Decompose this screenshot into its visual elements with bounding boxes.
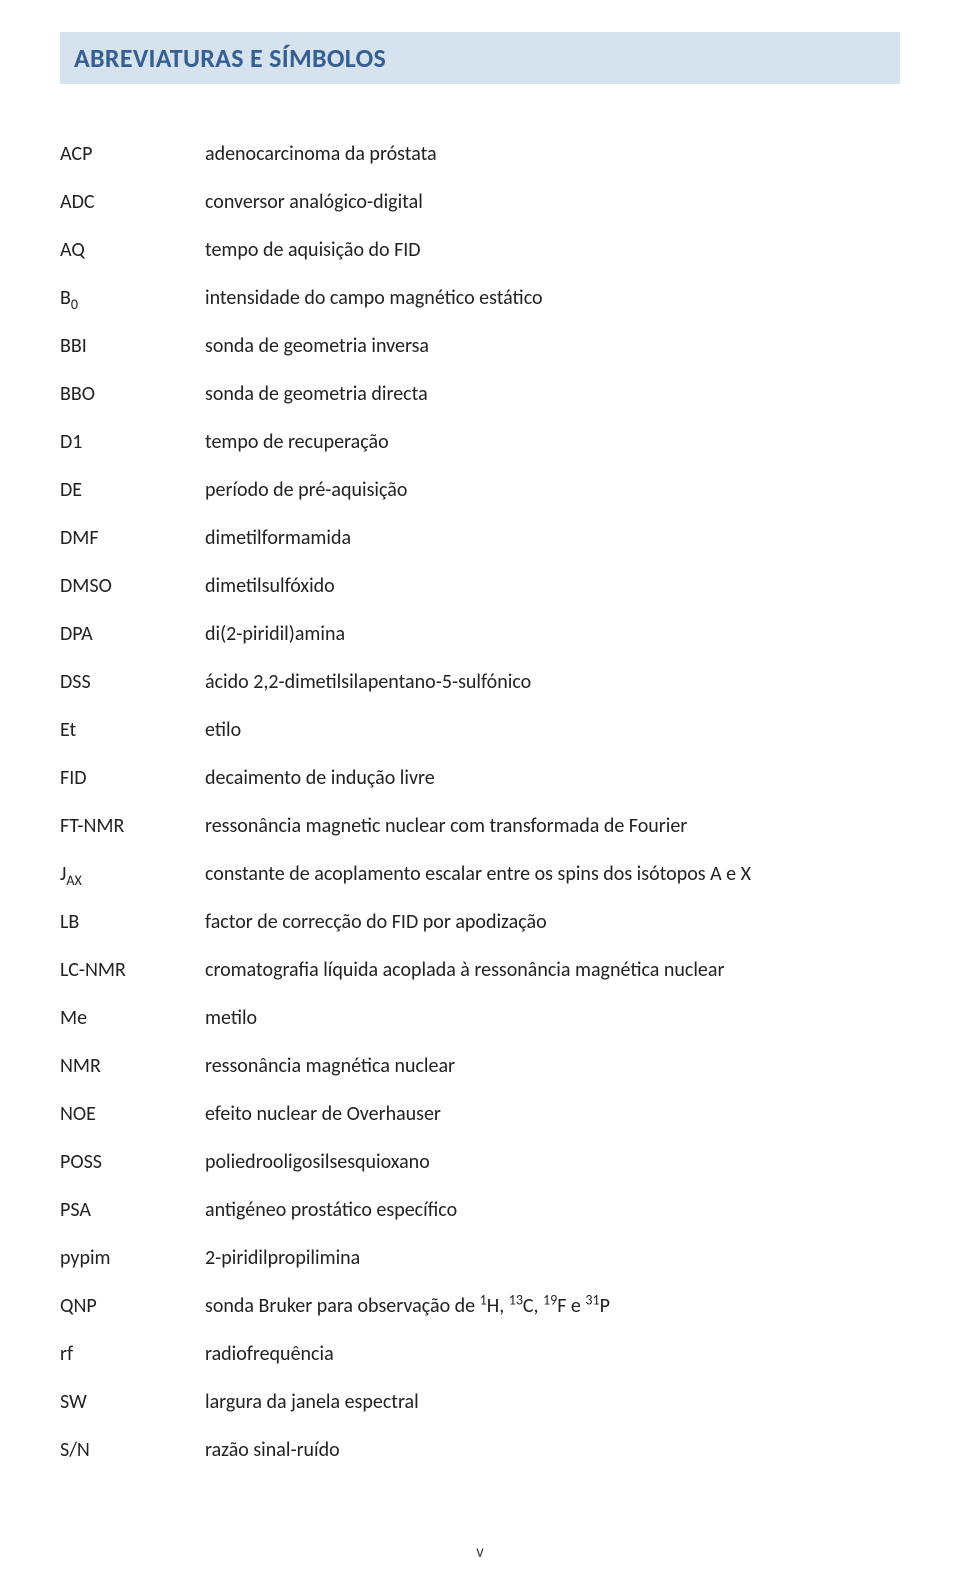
- abbr-row: PSAantigéneo prostático específico: [60, 1196, 900, 1224]
- abbr-definition: di(2-piridil)amina: [205, 620, 900, 648]
- abbr-row: FT-NMRressonância magnetic nuclear com t…: [60, 812, 900, 840]
- section-title: ABREVIATURAS E SÍMBOLOS: [74, 42, 886, 74]
- abbr-term: BBO: [60, 380, 205, 408]
- abbr-row: LC-NMRcromatografia líquida acoplada à r…: [60, 956, 900, 984]
- abbr-definition: adenocarcinoma da próstata: [205, 140, 900, 168]
- abbr-term: POSS: [60, 1148, 205, 1176]
- abbr-row: B0intensidade do campo magnético estátic…: [60, 284, 900, 312]
- abbr-definition: ressonância magnetic nuclear com transfo…: [205, 812, 900, 840]
- abbr-term: S/N: [60, 1436, 205, 1464]
- abbr-definition: tempo de recuperação: [205, 428, 900, 456]
- abbr-definition: factor de correcção do FID por apodizaçã…: [205, 908, 900, 936]
- abbr-definition: sonda de geometria directa: [205, 380, 900, 408]
- abbr-term: rf: [60, 1340, 205, 1368]
- abbr-definition: etilo: [205, 716, 900, 744]
- abbr-row: S/Nrazão sinal-ruído: [60, 1436, 900, 1464]
- abbr-row: D1tempo de recuperação: [60, 428, 900, 456]
- abbr-row: JAXconstante de acoplamento escalar entr…: [60, 860, 900, 888]
- abbr-row: DMFdimetilformamida: [60, 524, 900, 552]
- abbr-definition: tempo de aquisição do FID: [205, 236, 900, 264]
- abbr-definition: intensidade do campo magnético estático: [205, 284, 900, 312]
- abbr-term: ADC: [60, 188, 205, 216]
- abbr-term: NOE: [60, 1100, 205, 1128]
- abbr-row: BBOsonda de geometria directa: [60, 380, 900, 408]
- abbr-term: LB: [60, 908, 205, 936]
- abbr-term: FID: [60, 764, 205, 792]
- abbr-definition: dimetilsulfóxido: [205, 572, 900, 600]
- abbr-definition: poliedrooligosilsesquioxano: [205, 1148, 900, 1176]
- abbr-row: NOEefeito nuclear de Overhauser: [60, 1100, 900, 1128]
- abbr-definition: antigéneo prostático específico: [205, 1196, 900, 1224]
- abbr-definition: sonda de geometria inversa: [205, 332, 900, 360]
- abbr-term: ACP: [60, 140, 205, 168]
- abbr-term: DPA: [60, 620, 205, 648]
- abbr-term: PSA: [60, 1196, 205, 1224]
- abbr-definition: radiofrequência: [205, 1340, 900, 1368]
- abbr-definition: constante de acoplamento escalar entre o…: [205, 860, 900, 888]
- abbr-definition: dimetilformamida: [205, 524, 900, 552]
- abbr-definition: conversor analógico-digital: [205, 188, 900, 216]
- abbr-row: NMRressonância magnética nuclear: [60, 1052, 900, 1080]
- abbr-row: DMSOdimetilsulfóxido: [60, 572, 900, 600]
- abbr-row: ADCconversor analógico-digital: [60, 188, 900, 216]
- abbr-definition: período de pré-aquisição: [205, 476, 900, 504]
- abbr-row: BBIsonda de geometria inversa: [60, 332, 900, 360]
- section-header-band: ABREVIATURAS E SÍMBOLOS: [60, 32, 900, 84]
- abbr-row: AQtempo de aquisição do FID: [60, 236, 900, 264]
- abbr-definition: efeito nuclear de Overhauser: [205, 1100, 900, 1128]
- abbr-term: SW: [60, 1388, 205, 1416]
- abbr-row: LBfactor de correcção do FID por apodiza…: [60, 908, 900, 936]
- abbr-term: DSS: [60, 668, 205, 696]
- abbr-term: DE: [60, 476, 205, 504]
- abbr-row: POSSpoliedrooligosilsesquioxano: [60, 1148, 900, 1176]
- abbr-definition: ácido 2,2-dimetilsilapentano-5-sulfónico: [205, 668, 900, 696]
- page-number: v: [476, 1541, 484, 1562]
- abbr-definition: decaimento de indução livre: [205, 764, 900, 792]
- abbr-term: pypim: [60, 1244, 205, 1272]
- abbr-row: QNPsonda Bruker para observação de 1H, 1…: [60, 1292, 900, 1320]
- abbr-definition: razão sinal-ruído: [205, 1436, 900, 1464]
- abbr-row: FIDdecaimento de indução livre: [60, 764, 900, 792]
- abbr-term: AQ: [60, 236, 205, 264]
- abbr-row: SWlargura da janela espectral: [60, 1388, 900, 1416]
- abbr-row: DPAdi(2-piridil)amina: [60, 620, 900, 648]
- abbr-definition: largura da janela espectral: [205, 1388, 900, 1416]
- abbr-row: DSSácido 2,2-dimetilsilapentano-5-sulfón…: [60, 668, 900, 696]
- abbr-definition: ressonância magnética nuclear: [205, 1052, 900, 1080]
- abbr-term: DMF: [60, 524, 205, 552]
- abbr-row: Memetilo: [60, 1004, 900, 1032]
- abbr-row: rfradiofrequência: [60, 1340, 900, 1368]
- abbreviation-list: ACPadenocarcinoma da próstataADCconverso…: [60, 140, 900, 1484]
- abbr-term: JAX: [60, 860, 205, 888]
- abbr-term: D1: [60, 428, 205, 456]
- abbr-definition: sonda Bruker para observação de 1H, 13C,…: [205, 1292, 900, 1320]
- abbr-term: DMSO: [60, 572, 205, 600]
- abbr-definition: metilo: [205, 1004, 900, 1032]
- abbr-term: QNP: [60, 1292, 205, 1320]
- abbr-term: BBI: [60, 332, 205, 360]
- abbr-definition: cromatografia líquida acoplada à ressonâ…: [205, 956, 900, 984]
- abbr-row: DEperíodo de pré-aquisição: [60, 476, 900, 504]
- abbr-row: Etetilo: [60, 716, 900, 744]
- abbr-term: Me: [60, 1004, 205, 1032]
- abbr-term: FT-NMR: [60, 812, 205, 840]
- abbr-term: LC-NMR: [60, 956, 205, 984]
- abbr-term: B0: [60, 284, 205, 312]
- abbr-definition: 2-piridilpropilimina: [205, 1244, 900, 1272]
- abbr-term: NMR: [60, 1052, 205, 1080]
- abbr-term: Et: [60, 716, 205, 744]
- abbr-row: pypim2-piridilpropilimina: [60, 1244, 900, 1272]
- abbr-row: ACPadenocarcinoma da próstata: [60, 140, 900, 168]
